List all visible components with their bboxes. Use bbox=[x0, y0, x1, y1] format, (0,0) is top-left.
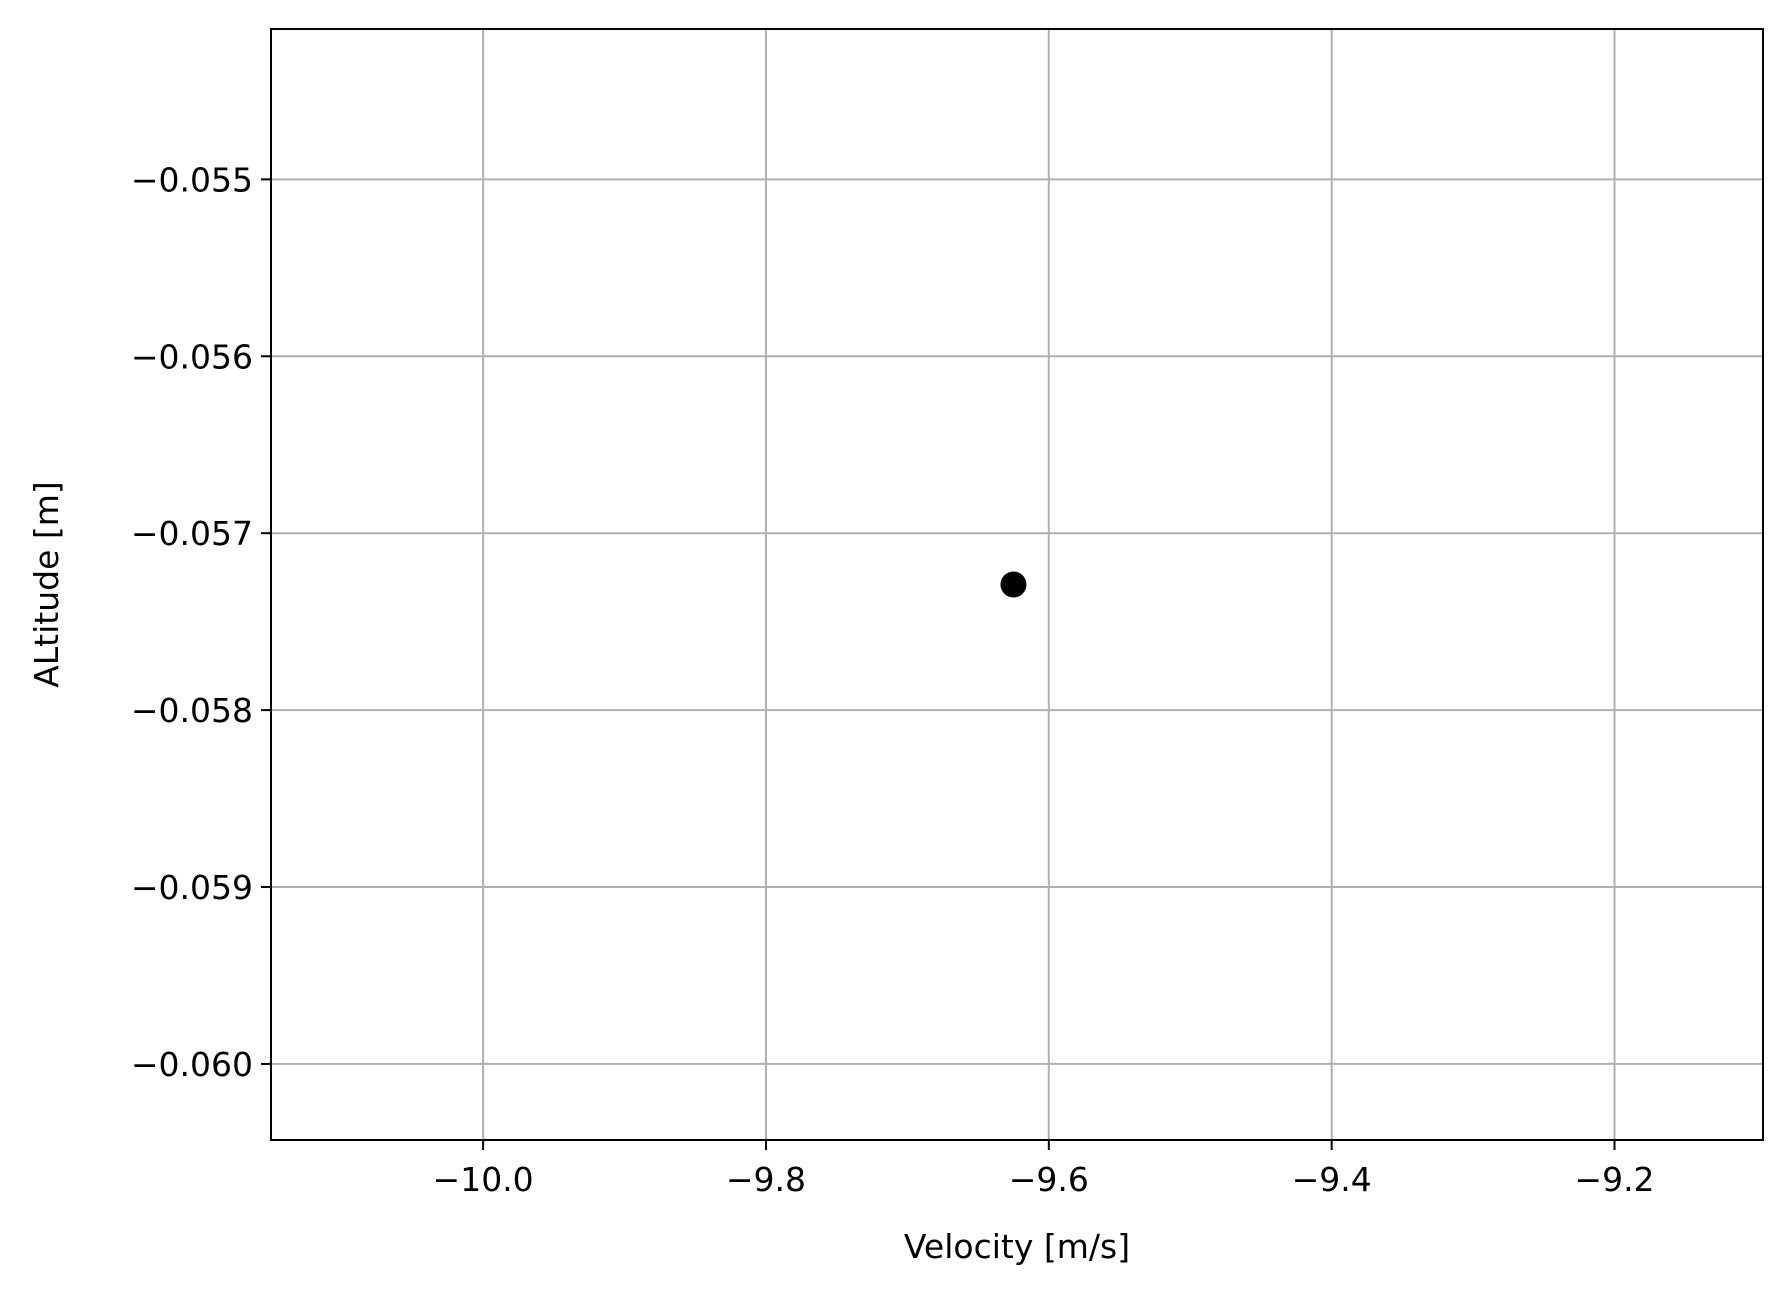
y-tick-label: −0.055 bbox=[131, 160, 253, 199]
axis-ticks: −10.0 −9.8 −9.6 −9.4 −9.2 −0.055 −0.056 −0.057 −… bbox=[131, 160, 1655, 1199]
y-tick-label: −0.058 bbox=[131, 691, 253, 730]
x-tick-label: −10.0 bbox=[433, 1160, 534, 1199]
x-tick-label: −9.8 bbox=[726, 1160, 806, 1199]
x-tick-label: −9.4 bbox=[1292, 1160, 1372, 1199]
x-axis-label: Velocity [m/s] bbox=[904, 1227, 1130, 1266]
y-axis-label: ALtitude [m] bbox=[27, 481, 66, 688]
data-points bbox=[1000, 571, 1027, 598]
y-tick-label: −0.056 bbox=[131, 337, 253, 376]
scatter-point bbox=[1000, 571, 1027, 598]
x-tick-label: −9.2 bbox=[1574, 1160, 1654, 1199]
grid-lines bbox=[271, 29, 1763, 1140]
plot-area-frame bbox=[270, 28, 1764, 1141]
y-tick-label: −0.060 bbox=[131, 1045, 253, 1084]
x-tick-label: −9.6 bbox=[1009, 1160, 1089, 1199]
y-tick-label: −0.057 bbox=[131, 514, 253, 553]
y-tick-label: −0.059 bbox=[131, 868, 253, 907]
